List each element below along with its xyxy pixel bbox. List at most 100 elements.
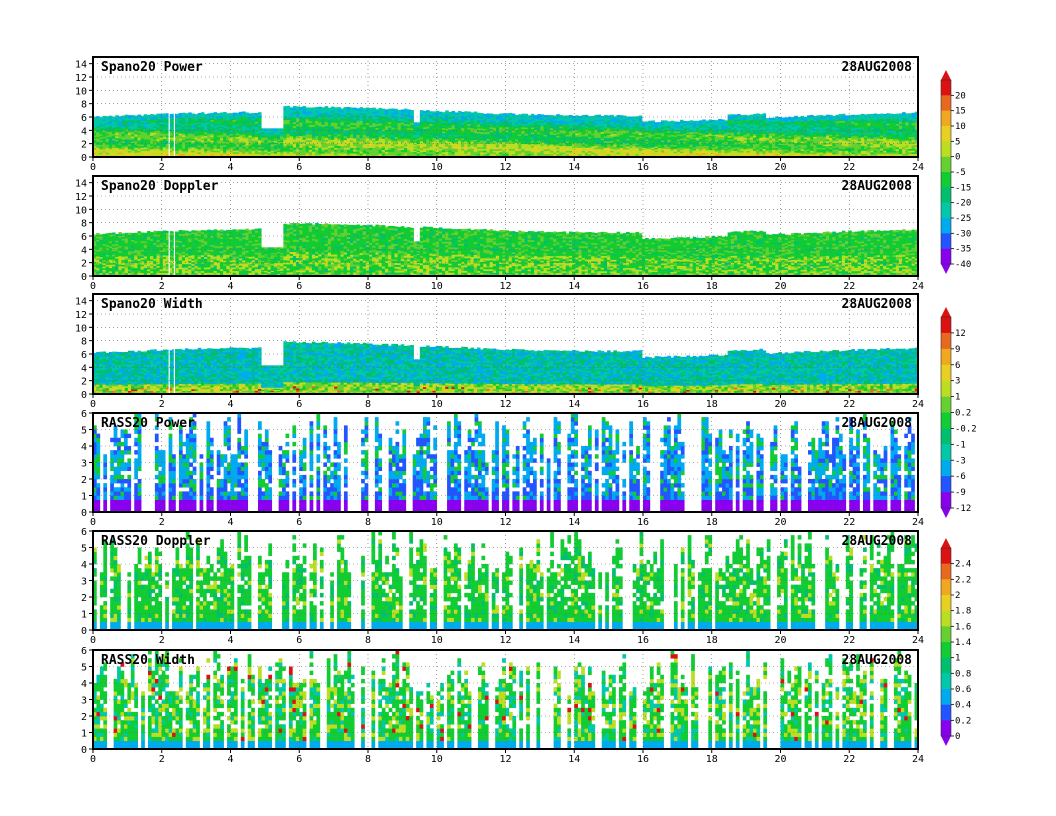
- heatmap-cell: [598, 115, 602, 117]
- heatmap-cell: [160, 114, 164, 116]
- heatmap-cell: [607, 115, 611, 117]
- heatmap-cell: [229, 113, 233, 115]
- heatmap-cell: [214, 112, 218, 114]
- heatmap-cell: [264, 128, 268, 130]
- heatmap-cell: [236, 113, 240, 115]
- heatmap-cell: [274, 128, 278, 130]
- heatmap-cell: [525, 114, 529, 116]
- heatmap-cell: [242, 111, 246, 113]
- heatmap-cell: [315, 107, 319, 109]
- heatmap-cell: [337, 107, 341, 109]
- heatmap-cell: [99, 117, 103, 119]
- heatmap-cell: [188, 112, 192, 114]
- heatmap-cell: [144, 114, 148, 116]
- heatmap-cell: [404, 109, 408, 111]
- heatmap-cell: [344, 107, 348, 109]
- heatmap-cell: [693, 121, 697, 123]
- heatmap-cell: [429, 111, 433, 113]
- heatmap-cell: [515, 115, 519, 117]
- heatmap-cell: [452, 111, 456, 113]
- heatmap-field: [93, 57, 918, 157]
- heatmap-cell: [385, 109, 389, 111]
- heatmap-cell: [433, 111, 437, 113]
- heatmap-cell: [195, 114, 199, 116]
- heatmap-cell: [363, 108, 367, 110]
- heatmap-cell: [366, 107, 370, 109]
- heatmap-cell: [331, 107, 335, 109]
- heatmap-cell: [341, 108, 345, 110]
- heatmap-cell: [391, 109, 395, 111]
- heatmap-cell: [521, 114, 525, 116]
- heatmap-cell: [258, 112, 262, 114]
- heatmap-cell: [226, 113, 230, 115]
- heatmap-cell: [455, 112, 459, 114]
- heatmap-cell: [537, 114, 541, 116]
- heatmap-cell: [655, 122, 659, 124]
- heatmap-cell: [407, 109, 411, 111]
- heatmap-cell: [477, 113, 481, 115]
- heatmap-cell: [347, 107, 351, 109]
- heatmap-cell: [445, 110, 449, 112]
- heatmap-cell: [255, 113, 259, 115]
- heatmap-cell: [290, 107, 294, 109]
- heatmap-cell: [686, 121, 690, 123]
- heatmap-cell: [156, 114, 160, 116]
- heatmap-cell: [372, 108, 376, 110]
- heatmap-cell: [115, 115, 119, 117]
- heatmap-cell: [490, 113, 494, 115]
- heatmap-cell: [125, 115, 129, 117]
- heatmap-cell: [293, 106, 297, 108]
- heatmap-cell: [163, 113, 167, 115]
- heatmap-cell: [594, 115, 598, 117]
- heatmap-cell: [671, 121, 675, 123]
- heatmap-cell: [176, 114, 180, 116]
- heatmap-cell: [667, 121, 671, 123]
- heatmap-cell: [106, 116, 110, 118]
- heatmap-cell: [325, 106, 329, 108]
- heatmap-cell: [356, 108, 360, 110]
- heatmap-cell: [201, 112, 205, 114]
- heatmap-cell: [150, 114, 154, 116]
- heatmap-cell: [204, 114, 208, 116]
- heatmap-cell: [131, 115, 135, 117]
- heatmap-cell: [683, 121, 687, 123]
- heatmap-cell: [471, 112, 475, 114]
- heatmap-cell: [379, 108, 383, 110]
- heatmap-cell: [318, 107, 322, 109]
- heatmap-cell: [677, 122, 681, 124]
- heatmap-cell: [220, 112, 224, 114]
- heatmap-cell: [147, 115, 151, 117]
- heatmap-cell: [550, 115, 554, 117]
- heatmap-cell: [566, 115, 570, 117]
- heatmap-cell: [518, 114, 522, 116]
- heatmap-cell: [506, 113, 510, 115]
- heatmap-cell: [245, 112, 249, 114]
- heatmap-cell: [458, 111, 462, 113]
- heatmap-cell: [287, 106, 291, 108]
- heatmap-cell: [439, 112, 443, 114]
- heatmap-cell: [699, 120, 703, 122]
- heatmap-cell: [540, 114, 544, 116]
- heatmap-cell: [268, 128, 272, 130]
- heatmap-cell: [661, 120, 665, 122]
- heatmap-cell: [423, 111, 427, 113]
- heatmap-cell: [410, 110, 414, 112]
- heatmap-cell: [658, 122, 662, 124]
- heatmap-cell: [271, 128, 275, 130]
- heatmap-cell: [328, 108, 332, 110]
- heatmap-cell: [461, 112, 465, 114]
- heatmap-cell: [480, 113, 484, 115]
- heatmap-cell: [350, 107, 354, 109]
- heatmap-cell: [512, 114, 516, 116]
- heatmap-cell: [217, 113, 221, 115]
- heatmap-cell: [563, 116, 567, 118]
- heatmap-cell: [531, 114, 535, 116]
- heatmap-cell: [334, 107, 338, 109]
- heatmap-cell: [382, 109, 386, 111]
- heatmap-cell: [483, 114, 487, 116]
- heatmap-cell: [261, 128, 265, 130]
- heatmap-cell: [632, 117, 636, 119]
- heatmap-cell: [388, 109, 392, 111]
- heatmap-cell: [306, 107, 310, 109]
- heatmap-cell: [690, 120, 694, 122]
